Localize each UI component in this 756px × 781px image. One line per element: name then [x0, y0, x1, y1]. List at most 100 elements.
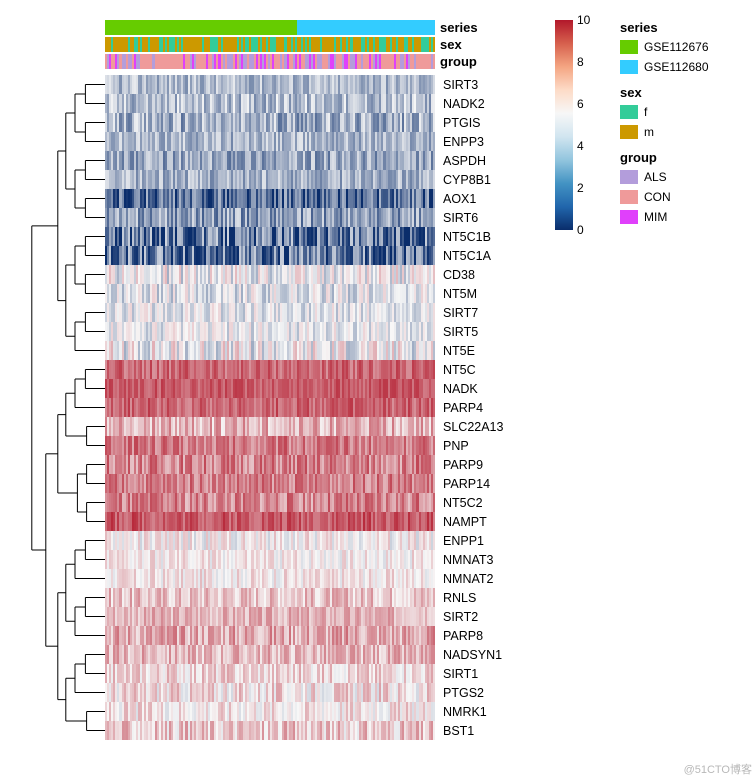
heatmap-row	[105, 550, 435, 569]
row-label: NMRK1	[440, 702, 503, 721]
colorbar-tick: 0	[577, 223, 584, 237]
heatmap-row	[105, 246, 435, 265]
heatmap-row	[105, 265, 435, 284]
colorbar: 1086420	[555, 20, 615, 230]
heatmap-row	[105, 398, 435, 417]
legends: series GSE112676 GSE112680 sex fm group A…	[620, 20, 750, 227]
annot-label-sex: sex	[440, 37, 462, 52]
legend-label: MIM	[644, 210, 667, 224]
heatmap-row	[105, 474, 435, 493]
legend-item: GSE112680	[620, 57, 750, 77]
heatmap-row	[105, 341, 435, 360]
heatmap-row	[105, 284, 435, 303]
row-label: ASPDH	[440, 151, 503, 170]
annotation-track-sex	[105, 37, 435, 52]
legend-swatch	[620, 170, 638, 184]
legend-label: f	[644, 105, 647, 119]
row-label: SIRT3	[440, 75, 503, 94]
heatmap-row	[105, 512, 435, 531]
heatmap-row	[105, 94, 435, 113]
heatmap-row	[105, 132, 435, 151]
heatmap-row	[105, 702, 435, 721]
colorbar-tick: 6	[577, 97, 584, 111]
row-label: NADK2	[440, 94, 503, 113]
row-label: NMNAT3	[440, 550, 503, 569]
row-label: PTGIS	[440, 113, 503, 132]
heatmap-row	[105, 436, 435, 455]
row-label: BST1	[440, 721, 503, 740]
heatmap-row	[105, 170, 435, 189]
heatmap-row	[105, 303, 435, 322]
heatmap-row	[105, 531, 435, 550]
legend-sex-title: sex	[620, 85, 750, 100]
row-label: PTGS2	[440, 683, 503, 702]
heatmap-row	[105, 208, 435, 227]
heatmap-row	[105, 626, 435, 645]
colorbar-tick: 4	[577, 139, 584, 153]
row-label: SIRT6	[440, 208, 503, 227]
row-label: NT5C2	[440, 493, 503, 512]
legend-swatch	[620, 125, 638, 139]
heatmap-row	[105, 322, 435, 341]
row-label: NT5M	[440, 284, 503, 303]
row-label: RNLS	[440, 588, 503, 607]
row-dendrogram	[10, 75, 105, 740]
heatmap-row	[105, 75, 435, 94]
legend-label: CON	[644, 190, 671, 204]
row-label: CYP8B1	[440, 170, 503, 189]
legend-item: CON	[620, 187, 750, 207]
legend-swatch	[620, 190, 638, 204]
legend-item: f	[620, 102, 750, 122]
column-annotations	[105, 20, 435, 69]
heatmap-row	[105, 645, 435, 664]
row-label: SLC22A13	[440, 417, 503, 436]
legend-swatch	[620, 40, 638, 54]
row-label: PNP	[440, 436, 503, 455]
row-label: SIRT5	[440, 322, 503, 341]
heatmap-row	[105, 113, 435, 132]
row-label: SIRT1	[440, 664, 503, 683]
legend-label: m	[644, 125, 654, 139]
legend-series-title: series	[620, 20, 750, 35]
annot-label-series: series	[440, 20, 478, 35]
watermark: @51CTO博客	[684, 761, 752, 777]
row-label: NADSYN1	[440, 645, 503, 664]
annotation-track-series	[105, 20, 435, 35]
heatmap-row	[105, 683, 435, 702]
annot-label-group: group	[440, 54, 477, 69]
row-label: NADK	[440, 379, 503, 398]
legend-label: ALS	[644, 170, 667, 184]
heatmap-row	[105, 455, 435, 474]
row-label: AOX1	[440, 189, 503, 208]
row-label: NT5C1B	[440, 227, 503, 246]
row-label: CD38	[440, 265, 503, 284]
row-label: NAMPT	[440, 512, 503, 531]
row-label: NT5E	[440, 341, 503, 360]
row-label: PARP9	[440, 455, 503, 474]
row-label: SIRT7	[440, 303, 503, 322]
row-labels: SIRT3NADK2PTGISENPP3ASPDHCYP8B1AOX1SIRT6…	[440, 75, 503, 740]
row-label: NT5C1A	[440, 246, 503, 265]
heatmap-row	[105, 664, 435, 683]
heatmap-row	[105, 379, 435, 398]
legend-item: m	[620, 122, 750, 142]
legend-item: ALS	[620, 167, 750, 187]
legend-item: GSE112676	[620, 37, 750, 57]
row-label: PARP14	[440, 474, 503, 493]
legend-label: GSE112680	[644, 60, 709, 74]
row-label: PARP8	[440, 626, 503, 645]
heatmap-row	[105, 721, 435, 740]
legend-swatch	[620, 105, 638, 119]
heatmap-row	[105, 493, 435, 512]
row-label: ENPP1	[440, 531, 503, 550]
legend-label: GSE112676	[644, 40, 709, 54]
row-label: NT5C	[440, 360, 503, 379]
heatmap-row	[105, 189, 435, 208]
row-label: SIRT2	[440, 607, 503, 626]
heatmap-row	[105, 227, 435, 246]
legend-group-title: group	[620, 150, 750, 165]
heatmap-row	[105, 417, 435, 436]
row-label: NMNAT2	[440, 569, 503, 588]
heatmap-row	[105, 360, 435, 379]
legend-swatch	[620, 210, 638, 224]
